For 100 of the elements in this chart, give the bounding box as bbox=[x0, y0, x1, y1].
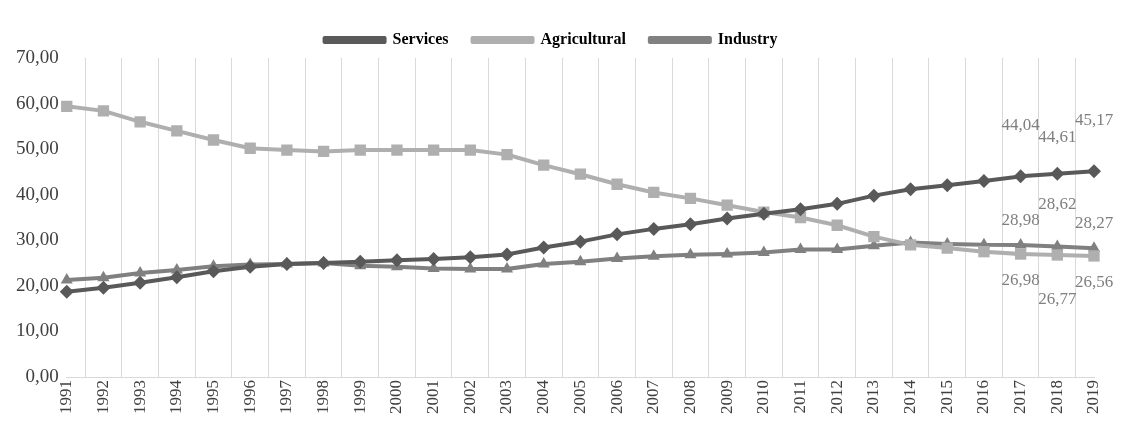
x-tick-label: 2009 bbox=[716, 380, 736, 414]
x-tick-label: 1992 bbox=[92, 380, 112, 414]
x-tick-label: 2017 bbox=[1010, 379, 1030, 414]
point bbox=[866, 188, 881, 203]
point bbox=[648, 186, 660, 199]
point bbox=[793, 202, 808, 217]
point bbox=[721, 199, 733, 211]
data-label: 28,27 bbox=[1074, 213, 1114, 233]
point bbox=[169, 270, 184, 285]
point bbox=[574, 254, 587, 266]
point bbox=[1051, 249, 1063, 261]
legend-label: Services bbox=[392, 30, 449, 48]
point bbox=[464, 144, 476, 156]
point bbox=[904, 239, 917, 251]
data-label: 28,62 bbox=[1038, 193, 1077, 213]
point bbox=[868, 230, 880, 243]
y-tick-label: 0,00 bbox=[25, 364, 59, 386]
point bbox=[537, 256, 550, 268]
point bbox=[683, 217, 698, 232]
point bbox=[684, 192, 697, 205]
y-tick-label: 30,00 bbox=[16, 228, 59, 250]
point bbox=[1088, 250, 1100, 262]
point bbox=[1014, 237, 1027, 249]
data-label: 28,98 bbox=[1001, 209, 1040, 229]
point bbox=[243, 259, 258, 274]
point bbox=[610, 227, 625, 242]
x-tick-label: 2004 bbox=[533, 379, 553, 414]
x-tick-label: 2015 bbox=[936, 380, 956, 414]
point bbox=[536, 240, 551, 255]
point bbox=[1014, 248, 1027, 260]
x-tick-label: 1997 bbox=[276, 379, 296, 414]
y-tick-label: 60,00 bbox=[16, 91, 59, 113]
x-tick-label: 1993 bbox=[129, 380, 149, 414]
point bbox=[133, 275, 148, 290]
data-label: 44,61 bbox=[1038, 126, 1077, 146]
legend-label: Agricultural bbox=[540, 30, 627, 49]
point bbox=[244, 142, 256, 154]
point bbox=[60, 272, 73, 284]
point bbox=[171, 125, 183, 137]
point bbox=[134, 266, 147, 277]
point bbox=[757, 245, 770, 257]
x-tick-label: 2006 bbox=[606, 380, 626, 414]
point bbox=[207, 134, 220, 146]
x-tick-label: 1996 bbox=[239, 380, 259, 414]
point bbox=[391, 144, 403, 156]
x-tick-label: 2007 bbox=[643, 379, 663, 414]
y-tick-label: 70,00 bbox=[16, 45, 59, 67]
point bbox=[281, 144, 293, 156]
x-tick-label: 2012 bbox=[826, 380, 846, 414]
y-tick-label: 40,00 bbox=[16, 182, 59, 204]
point bbox=[97, 105, 110, 117]
x-tick-label: 2003 bbox=[496, 380, 516, 414]
data-label: 26,98 bbox=[1001, 270, 1040, 290]
point bbox=[903, 182, 918, 197]
point bbox=[831, 242, 844, 253]
y-tick-label: 50,00 bbox=[16, 137, 59, 159]
point bbox=[684, 247, 697, 259]
x-tick-label: 2002 bbox=[459, 380, 479, 414]
point bbox=[830, 196, 845, 211]
point bbox=[573, 234, 588, 249]
point bbox=[720, 211, 735, 226]
point bbox=[574, 168, 587, 180]
x-tick-label: 1995 bbox=[202, 380, 222, 414]
point bbox=[794, 242, 807, 253]
legend-label: Industry bbox=[717, 30, 778, 49]
point bbox=[96, 280, 111, 295]
x-tick-label: 2008 bbox=[679, 380, 699, 414]
point bbox=[1013, 169, 1028, 184]
x-tick-label: 2000 bbox=[386, 380, 406, 414]
x-tick-label: 1994 bbox=[166, 379, 186, 414]
point bbox=[97, 270, 110, 282]
x-tick-label: 1991 bbox=[56, 380, 76, 414]
point bbox=[463, 250, 478, 265]
point bbox=[316, 256, 331, 271]
point bbox=[941, 242, 953, 254]
x-tick-label: 1999 bbox=[349, 380, 369, 414]
point bbox=[538, 159, 550, 171]
y-tick-label: 10,00 bbox=[16, 319, 59, 341]
point bbox=[134, 116, 146, 128]
y-tick-label: 20,00 bbox=[16, 273, 59, 295]
x-tick-label: 2005 bbox=[569, 380, 589, 414]
point bbox=[647, 249, 660, 260]
point bbox=[206, 264, 221, 279]
point bbox=[831, 219, 843, 231]
data-label: 26,77 bbox=[1038, 288, 1077, 308]
point bbox=[59, 284, 74, 299]
point bbox=[940, 178, 955, 193]
point bbox=[721, 246, 734, 258]
data-label: 44,04 bbox=[1001, 115, 1041, 135]
data-label: 45,17 bbox=[1074, 110, 1114, 130]
data-label: 26,56 bbox=[1074, 271, 1114, 291]
x-tick-label: 2019 bbox=[1083, 380, 1103, 414]
point bbox=[61, 100, 73, 112]
point bbox=[611, 251, 624, 263]
point bbox=[611, 178, 623, 190]
point bbox=[426, 251, 441, 266]
point bbox=[1087, 164, 1101, 179]
x-tick-label: 2014 bbox=[900, 379, 920, 414]
point bbox=[501, 148, 513, 161]
x-tick-label: 2013 bbox=[863, 380, 883, 414]
